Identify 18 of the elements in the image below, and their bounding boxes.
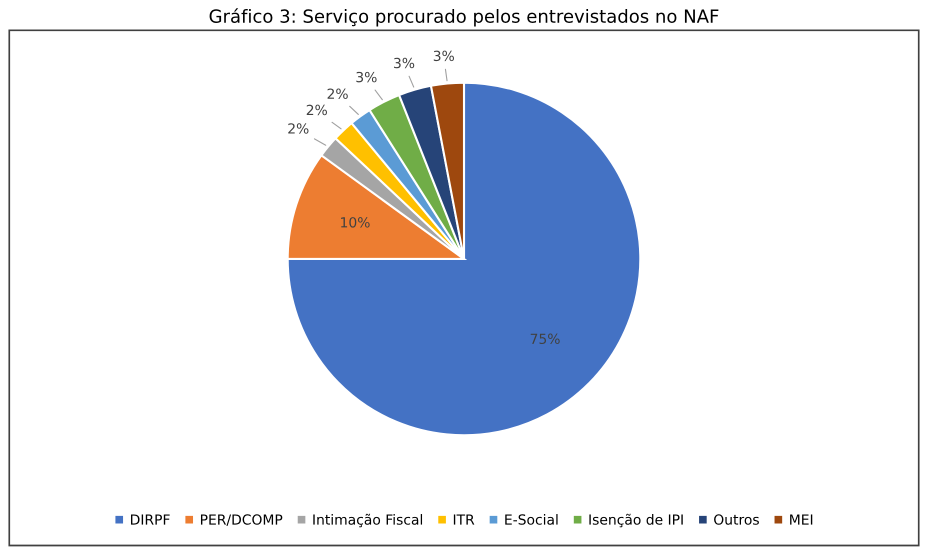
legend-label: E-Social: [505, 514, 558, 525]
data-label: 3%: [434, 50, 454, 62]
legend-label: Intimação Fiscal: [313, 514, 422, 528]
pie-slice: [286, 82, 642, 436]
data-label: 10%: [341, 217, 370, 228]
legend-label: DIRPF: [131, 514, 170, 525]
legend-label: Outros: [714, 514, 759, 525]
chart-title: Gráfico 3: Serviço procurado pelos entrevistados no NAF: [210, 8, 718, 26]
data-label: 2%: [288, 123, 309, 134]
legend-label: MEI: [790, 514, 812, 525]
legend-label: PER/DCOMP: [200, 514, 282, 526]
data-label: 75%: [530, 334, 560, 344]
data-label: 2%: [328, 88, 348, 99]
legend-label: Isenção de IPI: [589, 514, 683, 528]
legend-label: ITR: [454, 514, 474, 525]
data-label: 3%: [394, 58, 414, 68]
data-label: 3%: [356, 72, 377, 82]
data-label: 2%: [306, 104, 327, 116]
